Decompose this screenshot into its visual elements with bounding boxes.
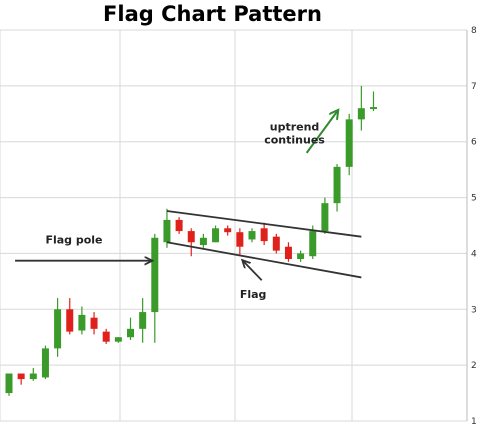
candle-body	[54, 309, 62, 349]
uptrend-annotation-arrow	[305, 110, 339, 154]
candle-body	[90, 317, 98, 329]
candle-body	[333, 166, 341, 204]
y-tick-label: 5	[471, 194, 477, 204]
candle-body	[175, 219, 183, 232]
candle-body	[127, 328, 134, 338]
candle-body	[5, 373, 13, 394]
candle-body	[236, 232, 244, 247]
y-tick-label: 1	[471, 417, 477, 425]
candle-body	[41, 348, 49, 378]
candle-body	[114, 337, 122, 342]
y-tick-label: 8	[471, 26, 477, 36]
flag-upper-line	[166, 210, 362, 238]
candle-body	[345, 119, 353, 167]
candle-body	[309, 231, 317, 257]
flag-annotation-text: Flag	[240, 288, 267, 301]
y-tick-label: 2	[471, 361, 477, 371]
flag-annotation-arrow	[242, 260, 263, 281]
y-tick-label: 3	[471, 305, 477, 315]
flag-lower-line	[166, 241, 362, 279]
candle-body	[297, 253, 305, 260]
candle-body	[17, 373, 25, 380]
candle-body	[151, 237, 159, 313]
candle-body	[248, 231, 256, 240]
candle-body	[272, 236, 280, 251]
candle-body	[78, 314, 86, 331]
chart-title: Flag Chart Pattern	[103, 2, 322, 26]
uptrend-annotation-text: uptrend continues	[264, 121, 325, 147]
y-tick-label: 7	[471, 82, 477, 92]
candle-body	[284, 246, 292, 260]
candle-body	[212, 228, 220, 243]
candle-body	[102, 331, 110, 342]
candle-body	[260, 228, 268, 242]
candle-body	[357, 108, 365, 120]
candle-body	[187, 231, 195, 243]
candle-body	[66, 309, 74, 332]
candle-body	[163, 219, 171, 243]
y-tick-label: 6	[471, 138, 477, 148]
candle-body	[139, 312, 147, 329]
flag-pole-annotation-text: Flag pole	[45, 233, 102, 246]
candle-body	[370, 107, 377, 110]
candle-body	[224, 228, 232, 233]
y-tick-label: 4	[471, 249, 477, 259]
candle-body	[199, 237, 207, 246]
candle-body	[321, 203, 329, 232]
candle-body	[29, 373, 37, 380]
